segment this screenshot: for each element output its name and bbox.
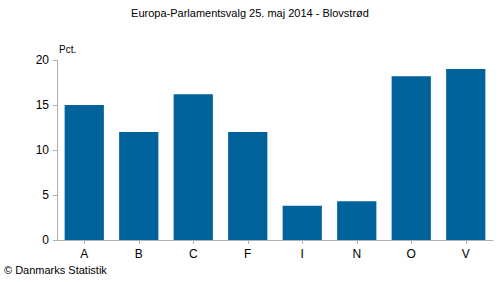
svg-text:5: 5 <box>42 188 49 202</box>
svg-text:F: F <box>244 247 251 261</box>
svg-text:I: I <box>301 247 304 261</box>
svg-text:0: 0 <box>42 233 49 247</box>
svg-text:B: B <box>135 247 143 261</box>
svg-text:10: 10 <box>36 143 50 157</box>
svg-text:C: C <box>189 247 198 261</box>
svg-text:N: N <box>352 247 361 261</box>
svg-text:20: 20 <box>36 53 50 67</box>
svg-text:O: O <box>407 247 416 261</box>
svg-text:A: A <box>80 247 88 261</box>
svg-text:Pct.: Pct. <box>59 44 76 55</box>
svg-text:© Danmarks Statistik: © Danmarks Statistik <box>4 264 107 276</box>
svg-text:Europa-Parlamentsvalg 25. maj: Europa-Parlamentsvalg 25. maj 2014 - Blo… <box>131 7 369 19</box>
svg-text:15: 15 <box>36 98 50 112</box>
svg-text:V: V <box>462 247 470 261</box>
